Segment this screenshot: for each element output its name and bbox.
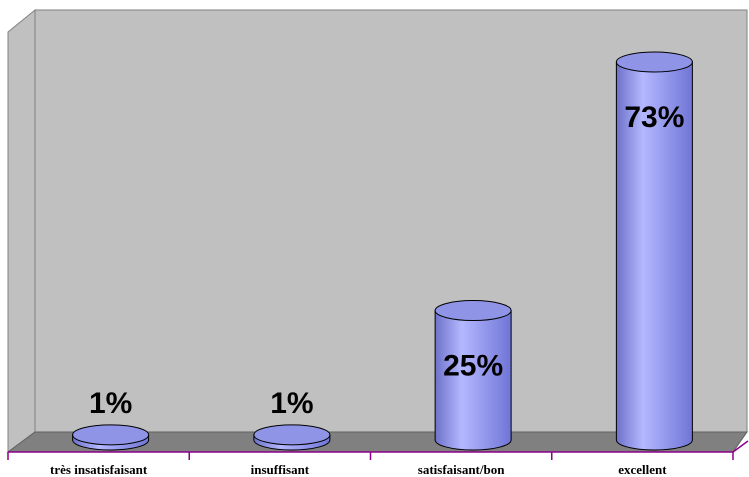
bar-top <box>72 424 150 446</box>
data-label: 1% <box>270 387 313 420</box>
x-axis-end <box>732 440 749 453</box>
bar-top <box>253 424 331 446</box>
bar-top <box>434 300 512 322</box>
bar-body <box>615 61 693 451</box>
category-label: insuffisant <box>251 462 310 477</box>
bar-top <box>615 51 693 73</box>
bar-2 <box>253 424 331 451</box>
bar-1 <box>72 424 150 451</box>
data-label: 25% <box>443 350 503 383</box>
bar-3 <box>434 300 512 451</box>
category-label: satisfaisant/bon <box>418 462 505 477</box>
bar-4 <box>615 51 693 451</box>
category-label: excellent <box>618 462 667 477</box>
data-label: 73% <box>624 101 684 134</box>
data-label: 1% <box>89 387 132 420</box>
category-label: très insatisfaisant <box>50 462 148 477</box>
bar-body <box>434 310 512 451</box>
chart-side-wall <box>7 8 36 453</box>
